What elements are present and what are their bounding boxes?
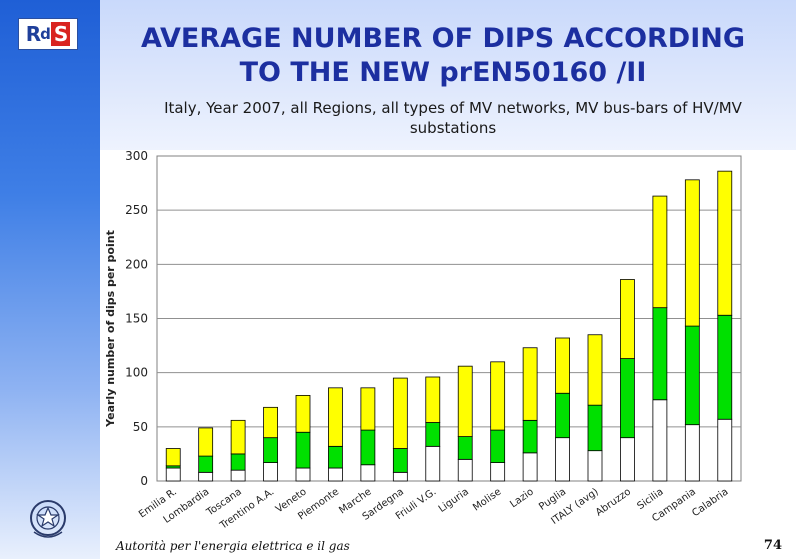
bar-segment — [490, 361, 506, 431]
bar-segment — [490, 462, 506, 482]
bar-segment — [717, 418, 733, 482]
bar-segment — [392, 471, 408, 482]
bar-segment — [295, 395, 311, 433]
bar-segment — [328, 387, 343, 447]
bar-segment — [198, 427, 214, 457]
y-tick-label: 300 — [125, 149, 148, 163]
bar-segment — [684, 325, 700, 426]
y-tick-label: 0 — [140, 474, 148, 488]
y-axis-label: Yearly number of dips per point — [104, 230, 117, 428]
bar-segment — [392, 377, 408, 449]
header-band — [100, 0, 796, 150]
stacked-bar-chart: 0 50 100 150 200 250 300 Yearly number of dips … — [104, 149, 742, 532]
bar-segment — [165, 467, 181, 482]
bar-segment — [717, 314, 733, 420]
bar-segment — [263, 437, 278, 463]
y-tick-label: 100 — [125, 366, 148, 380]
bar-segment — [425, 376, 441, 423]
bar-segment — [295, 431, 311, 469]
y-tick-label: 250 — [125, 203, 148, 217]
bar-segment — [392, 448, 408, 473]
bar-segment — [328, 445, 343, 469]
bar-segment — [522, 347, 538, 421]
bar-segment — [360, 464, 376, 482]
bar-segment — [717, 170, 733, 316]
y-tick-label: 150 — [125, 312, 148, 326]
bar-segment — [457, 458, 473, 482]
x-tick-label: Molise — [471, 486, 503, 513]
bar-segment — [457, 365, 473, 437]
bar-segment — [684, 424, 700, 482]
bar-segment — [230, 453, 246, 471]
x-tick-label: Liguria — [437, 486, 471, 515]
bar-segment — [652, 195, 668, 309]
x-tick-label: Lazio — [508, 486, 535, 510]
bar-segment — [555, 392, 570, 439]
y-tick-label: 200 — [125, 257, 148, 271]
chart-subtitle: Italy, Year 2007, all Regions, all types… — [164, 99, 742, 137]
bar-segment — [620, 437, 635, 482]
bar-segment — [457, 436, 473, 460]
bar-segment — [684, 179, 700, 327]
bar-segment — [620, 358, 635, 439]
bar-segment — [328, 467, 343, 482]
bar-segment — [230, 469, 246, 482]
bar-segment — [620, 279, 635, 359]
bar-segment — [295, 467, 311, 482]
bar-segment — [198, 455, 214, 473]
bar-segment — [230, 419, 246, 455]
footer-text: Autorità per l'energia elettrica e il ga… — [116, 539, 350, 553]
bar-segment — [165, 448, 181, 467]
x-tick-label: Calabria — [690, 486, 730, 519]
bar-segment — [263, 462, 278, 482]
bar-segment — [587, 334, 603, 406]
bar-segment — [522, 452, 538, 482]
bar-segment — [425, 422, 441, 447]
bar-segment — [587, 404, 603, 452]
bar-segment — [652, 307, 668, 401]
bar-segment — [360, 387, 376, 431]
bar-segment — [198, 471, 214, 482]
bar-segment — [490, 429, 506, 463]
bar-segment — [425, 445, 441, 482]
bar-segment — [522, 419, 538, 454]
page-number: 74 — [763, 538, 782, 553]
bar-segment — [652, 399, 668, 482]
y-tick-label: 50 — [133, 420, 148, 434]
bar-segment — [587, 450, 603, 482]
bar-segment — [263, 406, 278, 439]
x-tick-label: Abruzzo — [594, 486, 633, 518]
bar-segment — [360, 429, 376, 466]
bar-segment — [555, 437, 570, 482]
bar-segment — [555, 337, 570, 394]
emblem-icon — [30, 500, 66, 538]
page-title: AVERAGE NUMBER OF DIPS ACCORDING TO THE … — [140, 23, 746, 88]
